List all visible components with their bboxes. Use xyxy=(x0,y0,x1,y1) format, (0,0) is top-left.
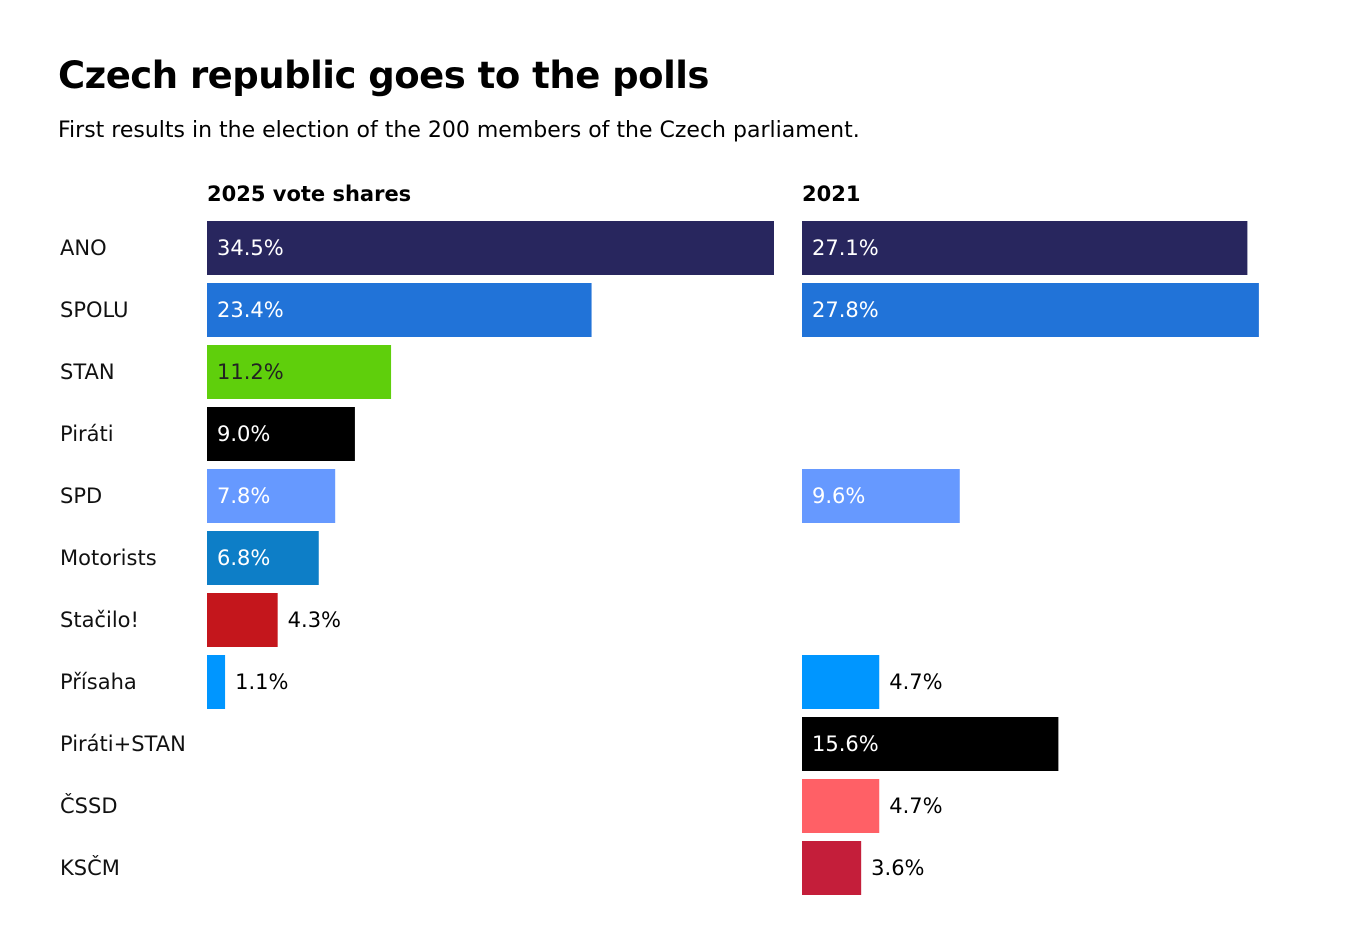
category-label: Motorists xyxy=(60,546,157,570)
data-label: 9.6% xyxy=(812,484,865,508)
chart-subtitle: First results in the election of the 200… xyxy=(58,118,860,143)
category-label: Piráti xyxy=(60,422,114,446)
category-label: KSČM xyxy=(60,855,120,880)
data-label: 1.1% xyxy=(235,670,288,694)
data-label: 11.2% xyxy=(217,360,284,384)
series-header-2025: 2025 vote shares xyxy=(207,182,411,206)
data-label: 6.8% xyxy=(217,546,270,570)
bar xyxy=(802,841,862,895)
data-label: 4.7% xyxy=(889,794,942,818)
category-label: SPOLU xyxy=(60,298,129,322)
bar xyxy=(802,655,880,709)
bar xyxy=(207,593,278,647)
bar xyxy=(207,655,226,709)
bar xyxy=(802,779,880,833)
data-label: 23.4% xyxy=(217,298,284,322)
category-label: ČSSD xyxy=(60,793,118,818)
bar xyxy=(207,469,336,523)
data-label: 4.3% xyxy=(288,608,341,632)
category-label: Přísaha xyxy=(60,670,137,694)
data-label: 27.1% xyxy=(812,236,879,260)
data-label: 4.7% xyxy=(889,670,942,694)
bar xyxy=(207,221,774,275)
data-label: 9.0% xyxy=(217,422,270,446)
category-label: ANO xyxy=(60,236,107,260)
data-label: 15.6% xyxy=(812,732,879,756)
bar xyxy=(207,531,319,585)
bar xyxy=(207,345,392,399)
bar xyxy=(802,221,1248,275)
category-label: Stačilo! xyxy=(60,608,139,632)
data-label: 3.6% xyxy=(871,856,924,880)
bar xyxy=(802,469,960,523)
category-label: STAN xyxy=(60,360,115,384)
bar xyxy=(802,717,1059,771)
data-label: 7.8% xyxy=(217,484,270,508)
chart-title: Czech republic goes to the polls xyxy=(58,54,709,97)
bar xyxy=(207,283,592,337)
series-header-2021: 2021 xyxy=(802,182,860,206)
bar xyxy=(207,407,355,461)
category-label: Piráti+STAN xyxy=(60,732,186,756)
data-label: 27.8% xyxy=(812,298,879,322)
category-label: SPD xyxy=(60,484,102,508)
bar xyxy=(802,283,1259,337)
data-label: 34.5% xyxy=(217,236,284,260)
